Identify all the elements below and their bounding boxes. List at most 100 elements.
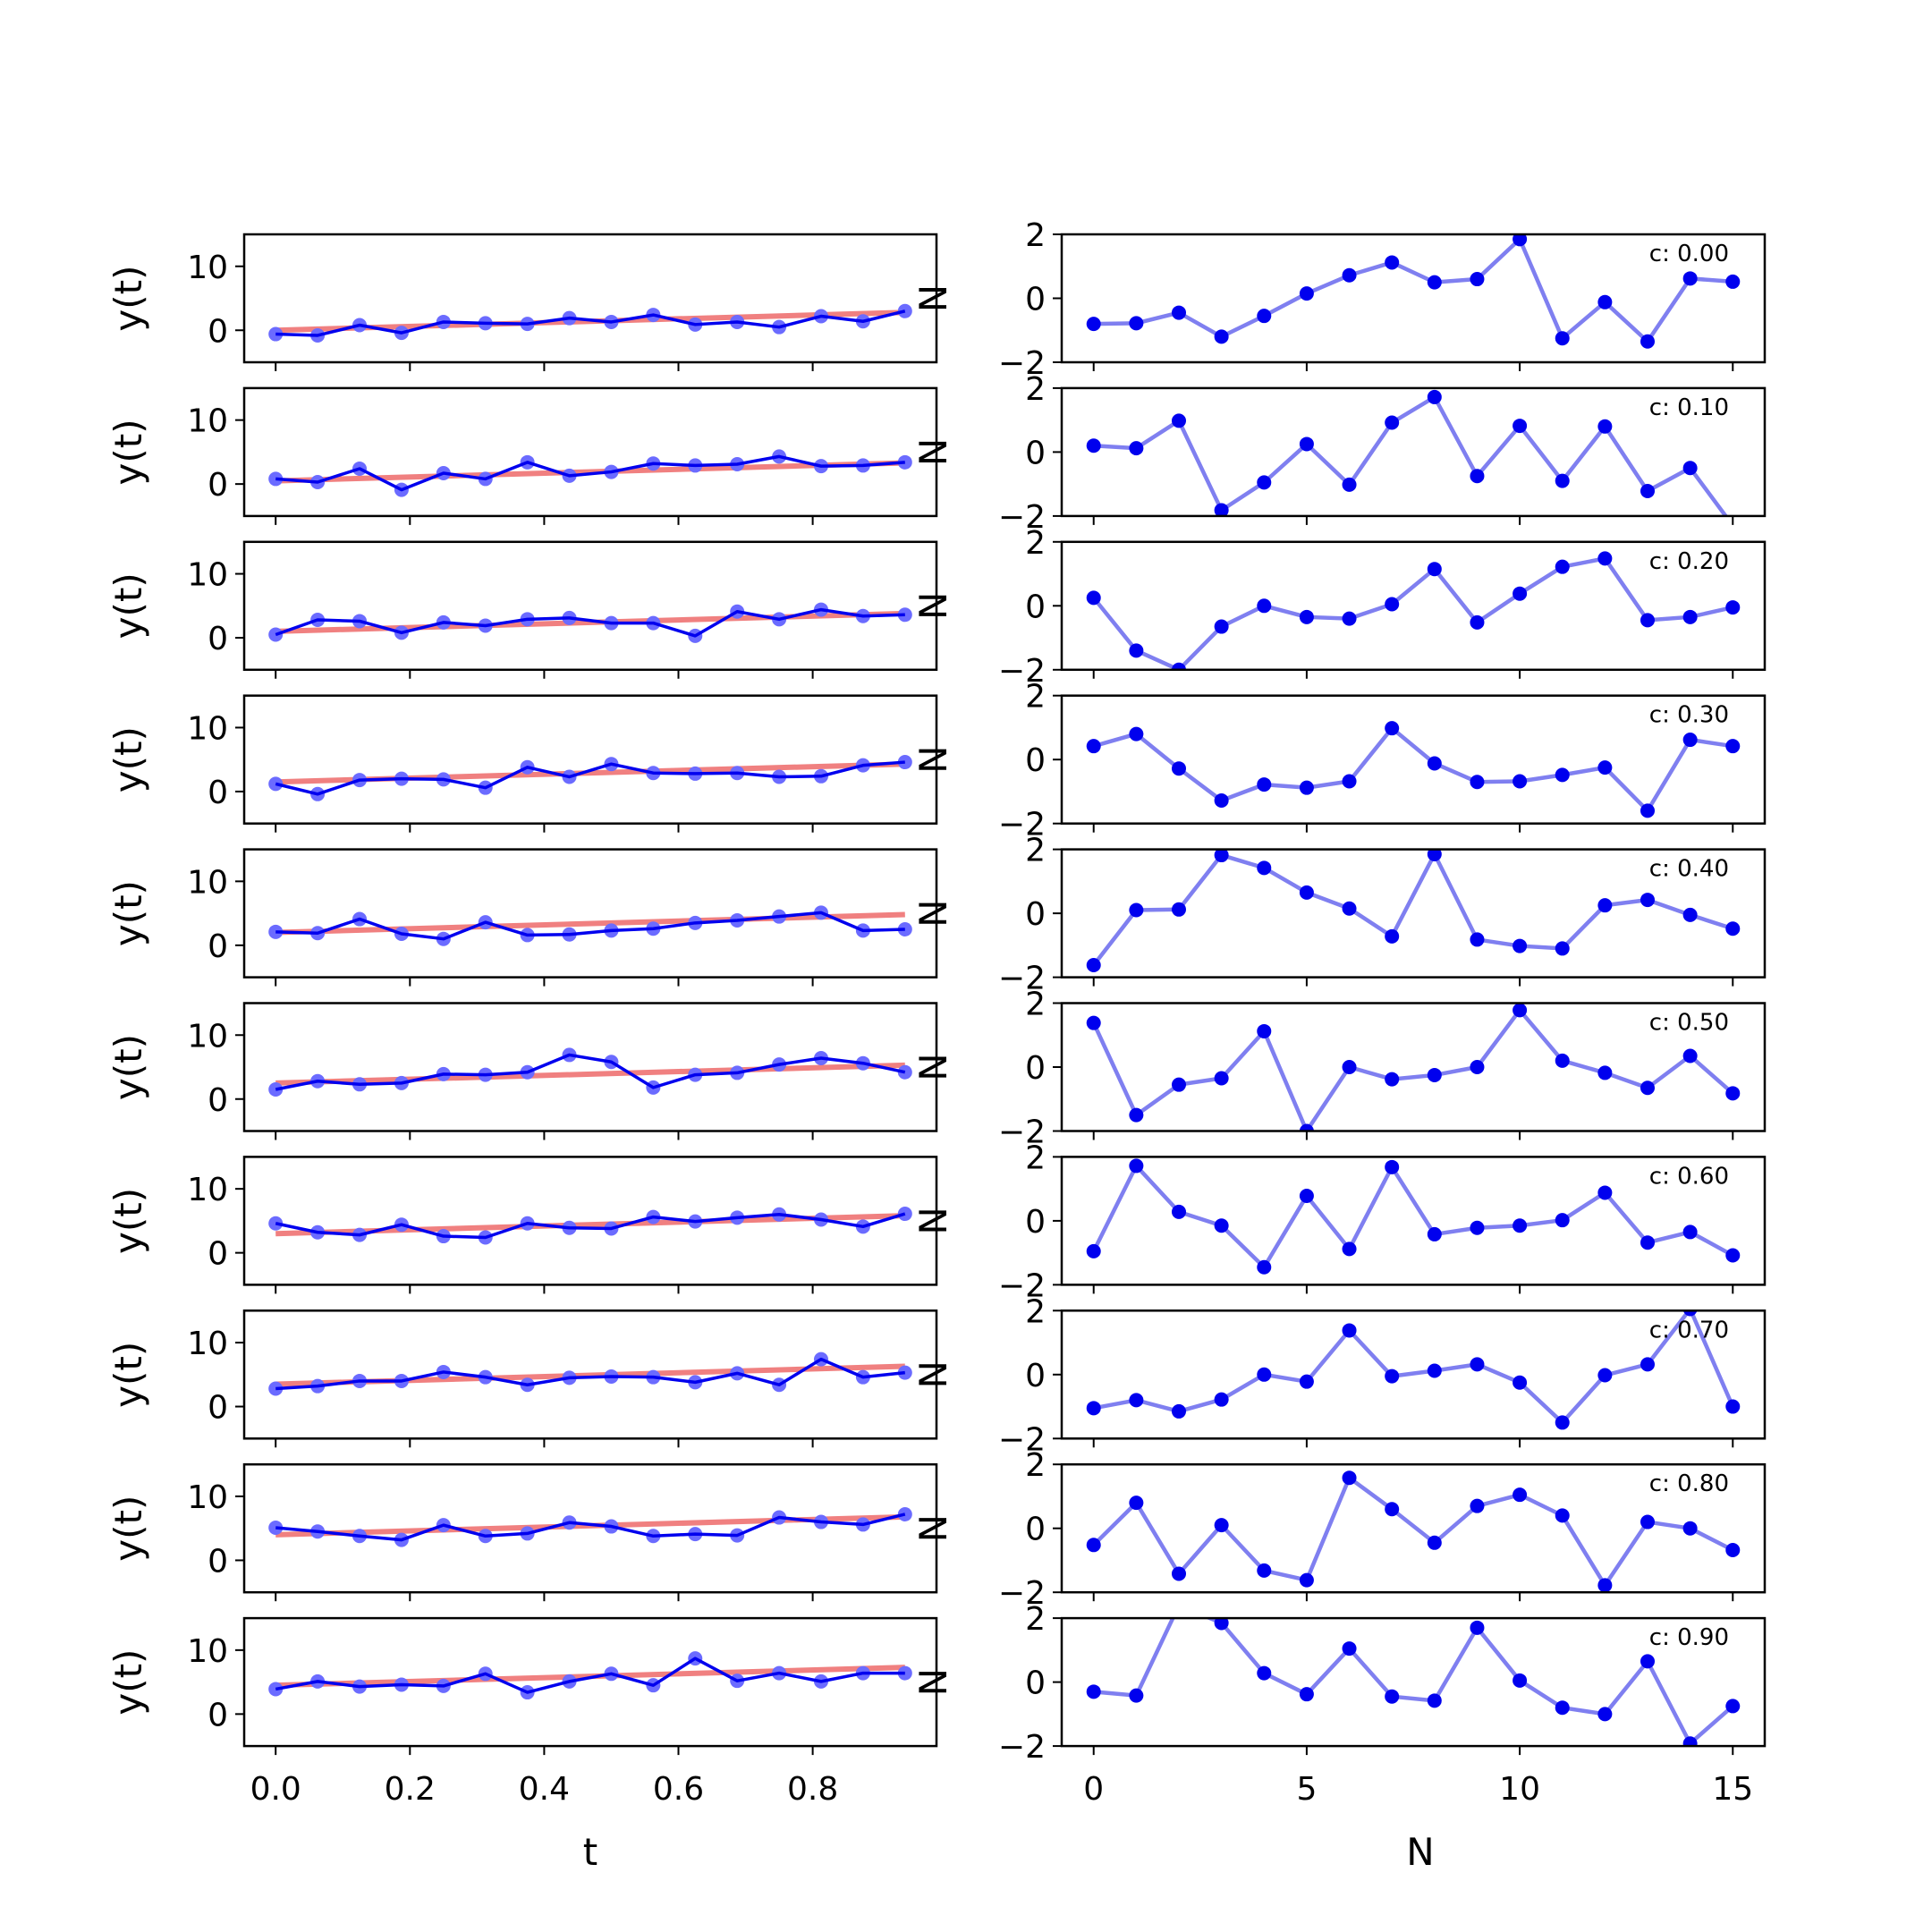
noise-point <box>1214 1392 1229 1407</box>
right-panel: −2 0 2 Nc: 0.40 <box>911 833 1767 997</box>
y-tick-label: 10 <box>187 250 228 286</box>
noise-point <box>1086 1243 1101 1258</box>
noise-point <box>1342 1641 1357 1657</box>
noise-point <box>1725 1086 1741 1101</box>
x-tick-label: 0.0 <box>250 1771 301 1808</box>
correlation-label: c: 0.10 <box>1649 394 1729 421</box>
noise-point <box>1172 662 1186 670</box>
left-panel: 0 10 y(t) <box>106 694 938 833</box>
left-panel: 0 10 y(t) <box>106 233 938 371</box>
noise-point <box>1086 958 1101 973</box>
correlation-label: c: 0.30 <box>1649 702 1729 729</box>
y-tick-label: 2 <box>1025 1447 1046 1484</box>
left-plot-area <box>268 1047 912 1097</box>
y-tick-label: 0 <box>1025 742 1046 779</box>
y-tick-label: 2 <box>1025 679 1046 716</box>
noise-point <box>1257 598 1272 614</box>
noise-point <box>1682 733 1698 748</box>
noise-point <box>1725 1399 1741 1414</box>
noise-point <box>1214 619 1229 634</box>
x-tick-label: 0.2 <box>385 1771 436 1808</box>
left-y-axis-label: y(t) <box>106 1496 150 1562</box>
noise-point <box>1214 1618 1229 1631</box>
noise-point <box>1172 305 1186 320</box>
noise-point <box>1342 1060 1357 1074</box>
y-tick-label: −2 <box>998 1267 1046 1304</box>
y-tick-label: 10 <box>187 710 228 747</box>
y-tick-label: 0 <box>1025 1358 1046 1394</box>
noise-point <box>1086 590 1101 606</box>
noise-point <box>1682 1224 1698 1240</box>
y-tick-label: 10 <box>187 1633 228 1670</box>
noise-point <box>1299 1572 1314 1588</box>
y-tick-label: −2 <box>998 807 1046 843</box>
noise-point <box>1427 1535 1442 1550</box>
noise-point <box>1172 902 1186 917</box>
left-axes-frame <box>242 233 938 364</box>
correlation-label: c: 0.60 <box>1649 1163 1729 1190</box>
left-axes-frame <box>242 1462 938 1594</box>
noise-point <box>1597 1065 1613 1080</box>
noise-point <box>1640 1357 1655 1372</box>
noise-point <box>1172 761 1186 776</box>
left-axes-frame <box>242 1309 938 1440</box>
noise-point <box>1342 1470 1357 1486</box>
right-y-axis-label: N <box>911 592 955 620</box>
y-tick-label: 0 <box>208 621 228 657</box>
data-line <box>275 454 905 492</box>
data-line <box>275 1053 906 1091</box>
x-tick-label: 0.6 <box>653 1771 704 1808</box>
right-panel: −2 0 2 Nc: 0.10 <box>911 371 1767 536</box>
noise-point <box>1257 1665 1272 1681</box>
right-panel: −2 0 2 0 5 10 15 Nc: 0.90 <box>911 1601 1767 1808</box>
noise-point <box>1385 721 1400 736</box>
x-tick-label: 10 <box>1499 1771 1540 1808</box>
correlation-label: c: 0.70 <box>1649 1317 1729 1343</box>
y-tick-label: 0 <box>1025 282 1046 318</box>
noise-point <box>1129 1158 1144 1174</box>
left-plot-area <box>268 1506 912 1547</box>
noise-point <box>1129 902 1144 918</box>
noise-point <box>1172 413 1186 428</box>
y-tick-label: 10 <box>187 1479 228 1516</box>
y-tick-label: 0 <box>208 1082 228 1119</box>
left-panel: 0 10 y(t) <box>106 848 938 987</box>
x-tick-label: 0 <box>1083 1771 1104 1808</box>
noise-point <box>1427 275 1442 290</box>
left-plot-area <box>268 1207 912 1245</box>
y-tick-label: 10 <box>187 557 228 594</box>
noise-point <box>1597 760 1613 775</box>
noise-point <box>1513 419 1528 434</box>
noise-point <box>1725 739 1741 754</box>
correlation-label: c: 0.20 <box>1649 548 1729 575</box>
noise-point <box>1129 441 1144 456</box>
noise-point <box>1129 1393 1144 1408</box>
y-tick-label: 2 <box>1025 987 1046 1023</box>
left-plot-area <box>268 449 912 497</box>
y-tick-label: 2 <box>1025 525 1046 562</box>
noise-point <box>1342 611 1357 626</box>
noise-point <box>1640 1514 1655 1530</box>
left-plot-area <box>268 303 912 343</box>
noise-point <box>1257 860 1272 876</box>
noise-point <box>1725 1543 1741 1558</box>
noise-point <box>1299 1687 1314 1702</box>
noise-point <box>1640 1080 1655 1096</box>
y-tick-label: −2 <box>998 653 1046 690</box>
noise-line <box>1091 556 1733 670</box>
right-y-axis-label: N <box>911 1207 955 1234</box>
right-plot-area <box>1086 551 1741 670</box>
noise-point <box>1513 1487 1528 1503</box>
noise-point <box>1427 1363 1442 1378</box>
y-tick-label: 0 <box>208 1543 228 1580</box>
right-plot-area <box>1086 849 1741 973</box>
correlation-label: c: 0.00 <box>1649 241 1729 267</box>
noise-point <box>1299 286 1314 301</box>
noise-point <box>1555 1213 1570 1228</box>
left-y-axis-label: y(t) <box>106 419 150 485</box>
noise-point <box>1086 438 1101 453</box>
noise-point <box>1640 1654 1655 1669</box>
noise-point <box>1513 234 1528 247</box>
noise-point <box>1427 756 1442 771</box>
